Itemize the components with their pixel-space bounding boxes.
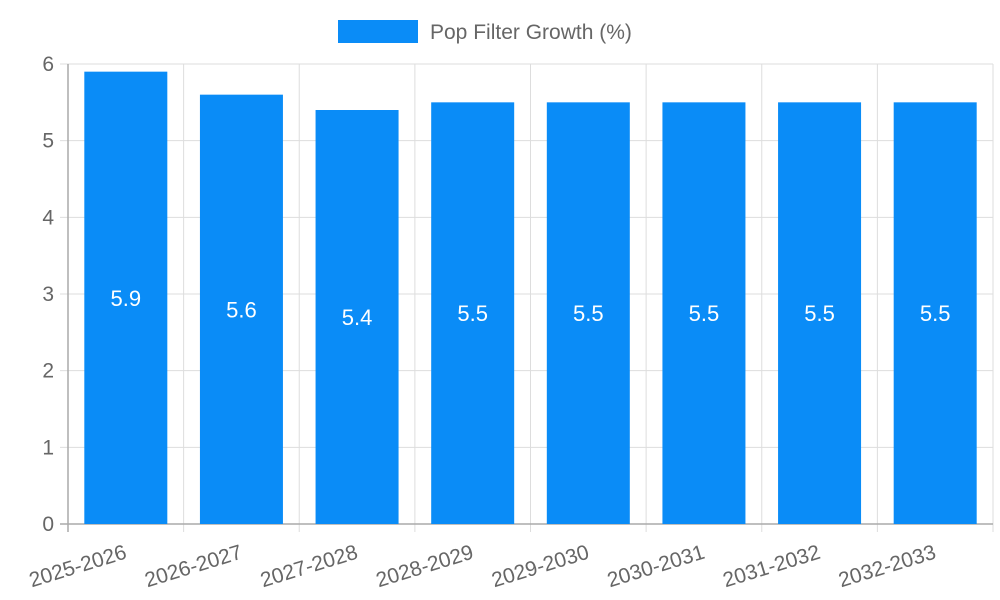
bar bbox=[662, 102, 746, 524]
x-tick-label: 2026-2027 bbox=[142, 541, 245, 592]
bar-data-label: 5.5 bbox=[457, 301, 488, 326]
legend: Pop Filter Growth (%) bbox=[338, 20, 632, 44]
bar-data-label: 5.5 bbox=[689, 301, 720, 326]
bar bbox=[546, 102, 630, 524]
x-tick-label: 2032-2033 bbox=[836, 541, 939, 592]
y-tick-label: 6 bbox=[42, 53, 54, 76]
bar-data-label: 5.6 bbox=[226, 297, 257, 322]
x-tick-label: 2030-2031 bbox=[605, 541, 708, 592]
x-tick-label: 2027-2028 bbox=[258, 541, 361, 592]
bar-data-label: 5.4 bbox=[342, 305, 373, 330]
y-tick-label: 4 bbox=[42, 206, 54, 229]
y-tick-label: 1 bbox=[42, 436, 54, 459]
legend-swatch bbox=[338, 20, 418, 43]
x-tick-label: 2029-2030 bbox=[489, 541, 592, 592]
bar bbox=[315, 110, 399, 524]
y-tick-label: 0 bbox=[42, 513, 54, 536]
y-tick-label: 3 bbox=[42, 283, 54, 306]
y-tick-label: 5 bbox=[42, 130, 54, 153]
x-tick-label: 2028-2029 bbox=[373, 541, 476, 592]
bar bbox=[431, 102, 515, 524]
bar-data-label: 5.9 bbox=[111, 286, 142, 311]
bar bbox=[893, 102, 977, 524]
bar-data-label: 5.5 bbox=[804, 301, 835, 326]
bar bbox=[84, 71, 168, 525]
y-tick-label: 2 bbox=[42, 360, 54, 383]
bar bbox=[778, 102, 862, 524]
legend-label: Pop Filter Growth (%) bbox=[430, 21, 632, 44]
y-axis-tick-labels: 0 1 2 3 4 5 6 bbox=[42, 53, 54, 536]
bar bbox=[199, 94, 283, 525]
x-axis-tick-labels: 2025-2026 2026-2027 2027-2028 2028-2029 2029… bbox=[27, 541, 939, 592]
bar-data-label: 5.5 bbox=[573, 301, 604, 326]
x-tick-label: 2025-2026 bbox=[27, 541, 130, 592]
bar-data-label: 5.5 bbox=[920, 301, 951, 326]
bars: 5.9 5.6 5.4 5.5 5.5 5.5 5.5 5.5 bbox=[84, 71, 977, 525]
x-tick-label: 2031-2032 bbox=[720, 541, 823, 592]
